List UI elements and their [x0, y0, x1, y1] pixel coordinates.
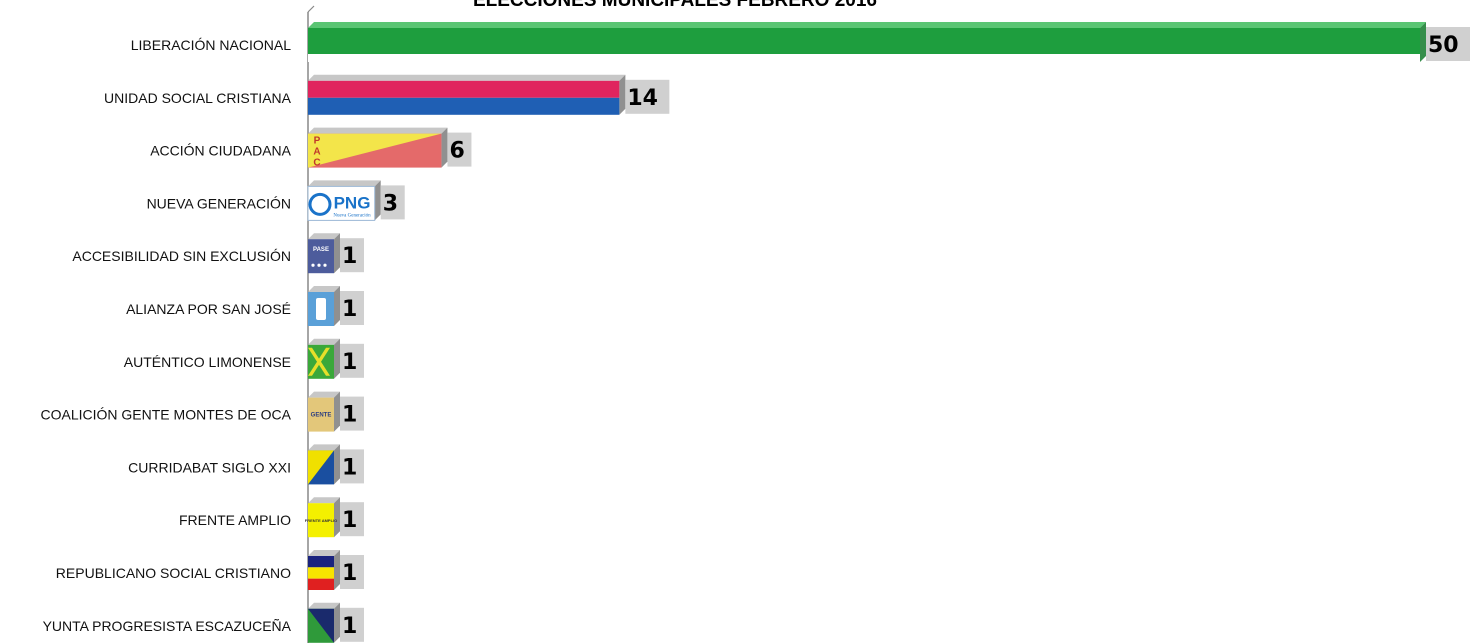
y-axis-top-edge — [307, 5, 315, 13]
frente-logo-text: FRENTE AMPLIO — [305, 518, 338, 523]
category-label: YUNTA PROGRESISTA ESCAZUCEÑA — [43, 618, 292, 634]
value-label: 14 — [627, 86, 658, 111]
bar-top-face — [308, 602, 340, 609]
value-label: 1 — [342, 350, 357, 375]
bar-top-face — [308, 22, 1426, 28]
value-label-box — [340, 607, 364, 642]
category-label: REPUBLICANO SOCIAL CRISTIANO — [56, 565, 291, 581]
pac-logo-letter: A — [313, 147, 320, 158]
bar-accesibilidad-sin-exclusion: PASE — [308, 233, 340, 274]
chart-title: ELECCIONES MUNICIPALES FEBRERO 2016 — [473, 0, 877, 11]
category-label: NUEVA GENERACIÓN — [147, 195, 291, 211]
category-label: ACCESIBILIDAD SIN EXCLUSIÓN — [72, 248, 291, 264]
bar-side-face — [334, 602, 340, 643]
bar-side-face — [441, 127, 448, 168]
pase-logo-text: PASE — [313, 247, 329, 253]
value-label: 1 — [342, 614, 357, 639]
value-label-box — [340, 449, 364, 484]
category-label: AUTÉNTICO LIMONENSE — [124, 354, 291, 370]
value-label-box — [340, 555, 364, 589]
y-axis — [307, 5, 315, 643]
pac-logo-letter: C — [313, 158, 320, 169]
category-label: ACCIÓN CIUDADANA — [150, 143, 291, 159]
value-label-box — [380, 185, 405, 220]
category-label: LIBERACIÓN NACIONAL — [131, 37, 291, 53]
bar-top-face — [308, 497, 340, 504]
bar-curridabat-siglo-xxi — [308, 444, 340, 485]
bar-unidad-social-cristiana — [308, 74, 626, 115]
value-label-box — [340, 502, 364, 537]
bar-alianza-por-san-jose — [308, 286, 340, 326]
category-label: CURRIDABAT SIGLO XXI — [128, 459, 291, 475]
bar-top-face — [308, 286, 340, 292]
value-label: 1 — [342, 297, 357, 322]
value-label-box — [340, 238, 364, 273]
bar-top-face — [308, 180, 381, 187]
category-label: FRENTE AMPLIO — [179, 512, 291, 528]
bar-top-face — [308, 444, 340, 451]
bar-top-face — [308, 233, 340, 240]
bar-top-face — [308, 338, 340, 345]
value-label-box — [625, 79, 670, 114]
value-label: 1 — [342, 455, 357, 480]
png-logo-circle — [308, 192, 332, 216]
bar-side-face — [334, 233, 340, 274]
bar-accion-ciudadana: PAC — [308, 127, 448, 169]
category-labels: LIBERACIÓN NACIONAL UNIDAD SOCIAL CRISTIA… — [41, 37, 292, 634]
category-label: COALICIÓN GENTE MONTES DE OCA — [41, 407, 292, 423]
value-label-box — [340, 343, 364, 378]
bar-top-face — [308, 127, 448, 134]
value-label: 6 — [449, 139, 464, 164]
alianza-logo-shape — [316, 298, 326, 320]
bar-side-face — [334, 286, 340, 326]
bar-side-face — [334, 444, 340, 485]
bar-side-face — [374, 180, 381, 221]
value-label: 1 — [342, 403, 357, 428]
category-label: UNIDAD SOCIAL CRISTIANA — [104, 90, 292, 106]
bar-side-face — [1420, 22, 1426, 62]
bar-yunta-progresista-escazucena — [308, 602, 340, 643]
bar-side-face — [334, 550, 340, 590]
value-label: 1 — [342, 508, 357, 533]
bar-coalicion-gente-montes-de-oca: GENTE — [308, 391, 340, 432]
category-label: ALIANZA POR SAN JOSÉ — [126, 301, 291, 317]
bar-side-face — [334, 391, 340, 432]
bar-autentico-limonense — [308, 338, 340, 379]
png-logo-text: PNG — [334, 193, 371, 212]
value-labels: 50 14 6 3 1 1 1 1 1 1 1 1 — [340, 27, 1470, 642]
bar-top-face — [308, 550, 340, 556]
value-label: 50 — [1428, 33, 1459, 58]
bar-top-face — [308, 391, 340, 398]
png-logo-subtext: Nueva Generación — [333, 213, 371, 218]
bar-liberacion-nacional — [308, 22, 1426, 62]
bar-frente-amplio: FRENTE AMPLIO — [305, 497, 340, 538]
value-label-box — [447, 132, 472, 167]
value-label: 3 — [383, 191, 398, 216]
bar-republicano-social-cristiano — [308, 550, 340, 590]
value-label-box — [1426, 27, 1470, 61]
gente-logo-text: GENTE — [311, 413, 332, 419]
bar-side-face — [334, 497, 340, 538]
value-label: 1 — [342, 244, 357, 269]
pac-logo-letter: P — [314, 136, 321, 147]
bar-top-face — [308, 74, 626, 81]
value-label-box — [340, 291, 364, 325]
bar-side-face — [334, 338, 340, 379]
bar-side-face — [619, 74, 626, 115]
value-label-box — [340, 396, 364, 431]
value-label: 1 — [342, 561, 357, 586]
